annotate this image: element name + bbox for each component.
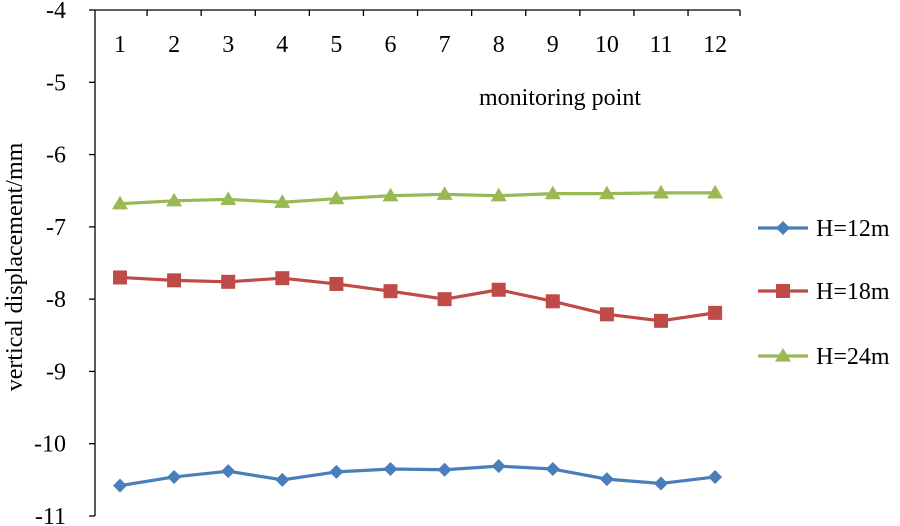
y-tick-label: -8 bbox=[46, 287, 66, 313]
series-3 bbox=[112, 184, 724, 210]
x-tick-label: 11 bbox=[649, 32, 672, 58]
data-point bbox=[545, 294, 560, 309]
data-point bbox=[112, 195, 128, 210]
legend-item: H=18m bbox=[758, 279, 890, 305]
legend: H=12m H=18m H=24m bbox=[758, 216, 890, 370]
x-tick-label: 7 bbox=[439, 32, 451, 58]
y-tick-label: -9 bbox=[46, 359, 66, 385]
series-2 bbox=[113, 270, 723, 328]
data-point bbox=[382, 187, 399, 202]
data-point bbox=[491, 282, 506, 297]
series-layer bbox=[112, 184, 724, 493]
data-point bbox=[545, 462, 560, 477]
y-tick-label: -4 bbox=[46, 0, 66, 24]
x-tick-label: 12 bbox=[703, 32, 727, 58]
legend-marker bbox=[776, 284, 790, 298]
data-point bbox=[166, 192, 183, 207]
x-tick-label: 6 bbox=[385, 32, 397, 58]
y-axis-title: vertical displacement/mm bbox=[2, 142, 28, 391]
data-point bbox=[275, 271, 290, 286]
series-1 bbox=[113, 459, 723, 493]
legend-item: H=24m bbox=[758, 344, 890, 370]
data-point bbox=[167, 273, 182, 288]
legend-label: H=12m bbox=[816, 216, 890, 242]
data-point bbox=[491, 459, 506, 474]
x-tick-label: 5 bbox=[330, 32, 342, 58]
data-point bbox=[436, 186, 453, 200]
series-line bbox=[119, 464, 716, 488]
data-point bbox=[221, 274, 236, 289]
axes: -4-5-6-7-8-9-10-111 2 3 4 5 6 7 8 9 10 11 12 bbox=[34, 0, 741, 526]
data-point bbox=[167, 469, 182, 484]
x-tick-label: 2 bbox=[168, 32, 180, 58]
data-point bbox=[329, 464, 344, 479]
data-point bbox=[598, 185, 615, 200]
legend-marker bbox=[775, 348, 791, 362]
x-axis-title: monitoring point bbox=[479, 85, 641, 111]
y-tick-label: -5 bbox=[46, 70, 66, 96]
x-tick-label: 8 bbox=[493, 32, 505, 58]
data-point bbox=[221, 464, 236, 479]
data-point bbox=[707, 184, 724, 199]
data-point bbox=[437, 292, 452, 307]
x-tick-label: 4 bbox=[276, 32, 288, 58]
data-point bbox=[113, 478, 127, 493]
data-point bbox=[544, 185, 561, 200]
data-point bbox=[275, 472, 290, 487]
data-point bbox=[113, 270, 127, 285]
y-tick-label: -11 bbox=[35, 504, 66, 526]
x-tick-label: 3 bbox=[222, 32, 234, 58]
data-point bbox=[328, 190, 345, 205]
data-point bbox=[653, 184, 669, 199]
data-point bbox=[654, 313, 668, 328]
data-point bbox=[329, 276, 344, 291]
legend-label: H=24m bbox=[816, 344, 890, 370]
data-point bbox=[490, 187, 507, 202]
data-point bbox=[599, 307, 614, 322]
data-point bbox=[708, 305, 723, 320]
x-tick-label: 9 bbox=[547, 32, 559, 58]
series-line bbox=[119, 191, 716, 206]
series-line bbox=[119, 275, 716, 323]
y-tick-label: -6 bbox=[46, 143, 66, 169]
x-tick-label: 1 bbox=[114, 32, 126, 58]
legend-item: H=12m bbox=[758, 216, 890, 242]
y-tick-label: -7 bbox=[46, 215, 66, 241]
data-point bbox=[708, 469, 723, 484]
legend-label: H=18m bbox=[816, 279, 890, 305]
data-point bbox=[654, 476, 668, 491]
x-tick-label: 10 bbox=[595, 32, 619, 58]
legend-marker bbox=[776, 221, 790, 235]
y-tick-label: -10 bbox=[34, 432, 66, 458]
data-point bbox=[383, 462, 398, 477]
data-point bbox=[220, 191, 237, 205]
data-point bbox=[274, 194, 291, 208]
data-point bbox=[599, 472, 614, 487]
data-point bbox=[437, 462, 452, 477]
data-point bbox=[383, 284, 398, 299]
